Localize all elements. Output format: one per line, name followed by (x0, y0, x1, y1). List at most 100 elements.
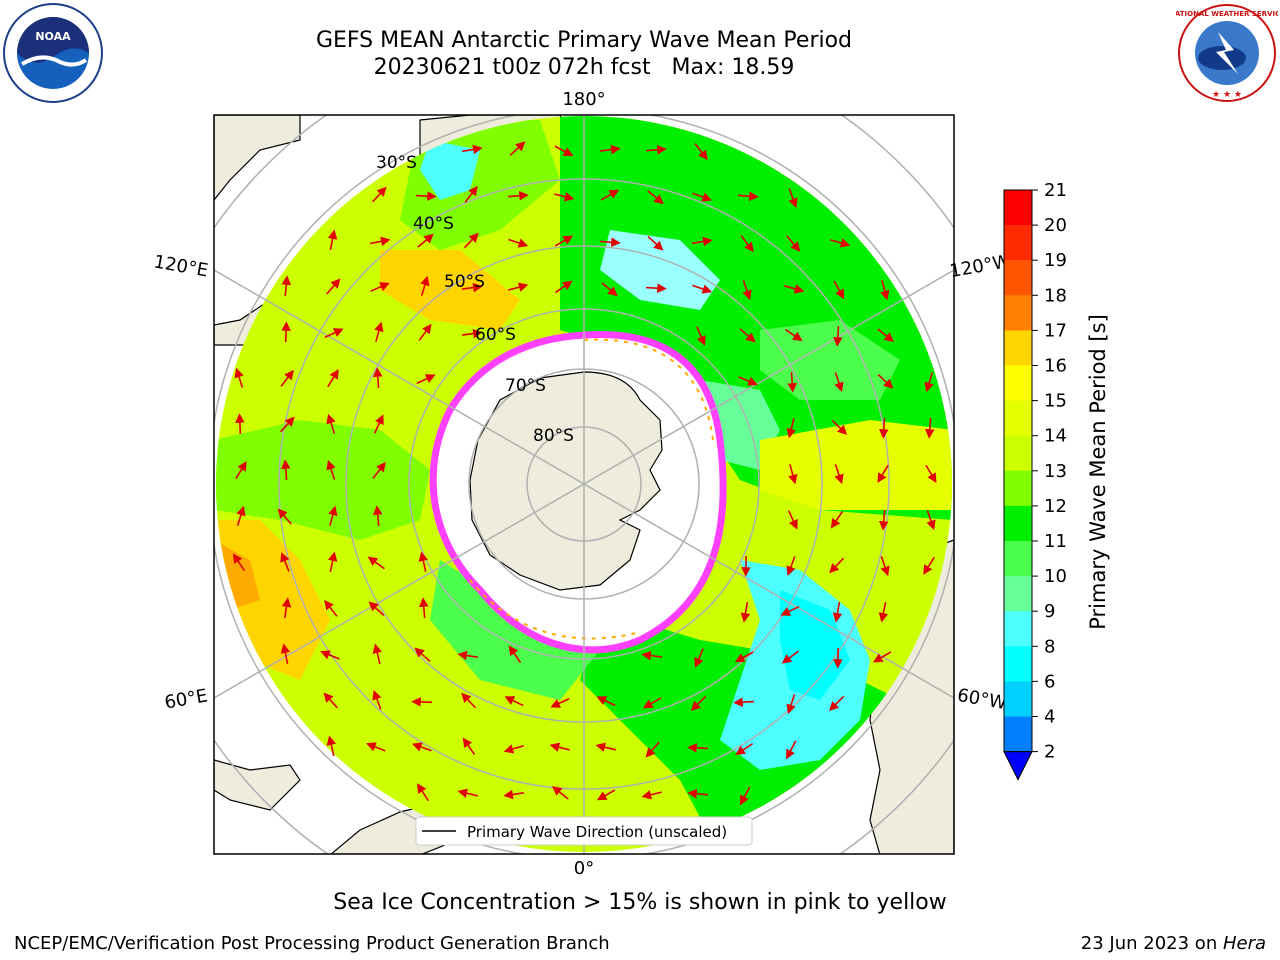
lon-label-60e: 60°E (163, 685, 209, 713)
wave-arrow (281, 275, 292, 297)
wave-arrow (829, 557, 845, 574)
wave-arrow (879, 417, 889, 439)
wave-arrow (418, 597, 429, 619)
noaa-logo: NOAA (3, 3, 103, 103)
wave-arrow (367, 556, 385, 570)
wave-arrow (418, 323, 432, 341)
colorbar-extend-arrow (1003, 751, 1033, 781)
lat-label-60s: 60°S (475, 325, 516, 345)
lon-label-0: 0° (574, 858, 594, 879)
wave-arrow (830, 238, 851, 248)
wave-arrow (878, 602, 889, 623)
wave-arrow (740, 601, 751, 623)
wave-arrow (880, 556, 890, 577)
wave-arrow (280, 459, 291, 481)
colorbar-segment (1004, 190, 1032, 226)
colorbar-segment (1004, 365, 1032, 402)
wave-arrow (372, 461, 386, 479)
wave-arrow (786, 740, 797, 760)
wave-arrow (463, 232, 479, 249)
wave-arrow (461, 282, 483, 293)
wave-arrow (549, 742, 570, 752)
colorbar-segment (1004, 470, 1032, 507)
wave-arrow (694, 648, 704, 668)
colorbar-label: Primary Wave Mean Period [s] (1086, 314, 1110, 630)
wave-arrow (508, 645, 522, 664)
antarctica (469, 371, 663, 591)
lat-label-30s: 30°S (376, 153, 417, 173)
wave-arrow (641, 650, 663, 661)
wave-direction-arrows (232, 141, 937, 806)
wave-arrow (787, 510, 798, 530)
colorbar-tick-label: 12 (1044, 496, 1067, 517)
wave-arrow (372, 367, 383, 389)
colorbar-segment (1004, 225, 1032, 261)
lat-label-50s: 50°S (444, 272, 485, 292)
wave-arrow (784, 328, 803, 342)
wave-arrow (786, 556, 796, 577)
lon-label-60w: 60°W (956, 685, 1009, 714)
wave-arrow (328, 505, 338, 526)
wave-arrow (280, 643, 291, 665)
map-legend: Primary Wave Direction (unscaled) (415, 816, 753, 846)
colorbar-segment (1004, 646, 1032, 682)
wave-arrow (687, 788, 709, 799)
wave-arrow (596, 789, 616, 801)
wave-arrow (642, 697, 662, 709)
wave-arrow (834, 464, 844, 485)
wave-arrow (324, 599, 338, 617)
colorbar-segment (1004, 295, 1032, 331)
colorbar-tick-label: 10 (1044, 566, 1067, 587)
lat-label-80s: 80°S (533, 426, 574, 446)
wave-arrow (601, 282, 618, 297)
colorbar-tick-label: 14 (1044, 426, 1067, 447)
nws-logo-text: NATIONAL WEATHER SERVICE (1176, 10, 1278, 18)
sea-ice-note: Sea Ice Concentration > 15% is shown in … (333, 890, 947, 915)
wave-arrow (645, 283, 667, 293)
noaa-logo-text: NOAA (35, 30, 71, 43)
wave-arrow (833, 325, 843, 347)
wave-arrow (418, 551, 428, 572)
colorbar-segment (1004, 330, 1032, 366)
colorbar-segment (1004, 576, 1032, 612)
wave-arrow (457, 788, 478, 798)
wave-arrow (236, 505, 246, 526)
wave-arrow (641, 790, 662, 800)
wave-arrow (880, 280, 890, 301)
wave-arrow (372, 186, 387, 203)
wave-arrow (831, 419, 848, 435)
wave-arrow (692, 284, 713, 294)
wave-arrow (461, 692, 477, 709)
wave-arrow (833, 280, 845, 300)
wave-arrow (369, 236, 391, 247)
wave-arrow (735, 742, 754, 756)
wave-arrow (411, 697, 433, 707)
wave-arrow (326, 413, 336, 434)
colorbar-segment (1004, 400, 1032, 437)
colorbar-segment (1004, 435, 1032, 472)
wave-arrow (327, 229, 338, 251)
wave-arrow (878, 509, 889, 531)
wave-arrow (503, 789, 525, 800)
wave-arrow (781, 650, 799, 664)
colorbar-tick-label: 13 (1044, 461, 1067, 482)
wave-arrow (508, 238, 529, 248)
wave-arrow (277, 508, 292, 525)
wave-arrow (828, 695, 845, 712)
colorbar-segment (1004, 505, 1032, 542)
wave-arrow (739, 786, 751, 806)
svg-text:★ ★ ★: ★ ★ ★ (1212, 90, 1242, 100)
lon-label-120w: 120°W (948, 251, 1012, 282)
wave-arrow (830, 510, 844, 529)
lon-label-120e: 120°E (152, 251, 210, 281)
wave-arrow (742, 280, 752, 301)
wave-arrow (877, 464, 889, 483)
wave-arrow (417, 233, 434, 248)
wave-arrow (787, 371, 797, 393)
colorbar-tick-label: 4 (1044, 707, 1055, 728)
wave-arrow (326, 459, 336, 480)
wave-arrow (924, 417, 935, 439)
wave-arrow (235, 461, 247, 480)
latitude-labels: 30°S 40°S 50°S 60°S 70°S 80°S (376, 153, 574, 446)
wave-arrow (461, 328, 483, 339)
